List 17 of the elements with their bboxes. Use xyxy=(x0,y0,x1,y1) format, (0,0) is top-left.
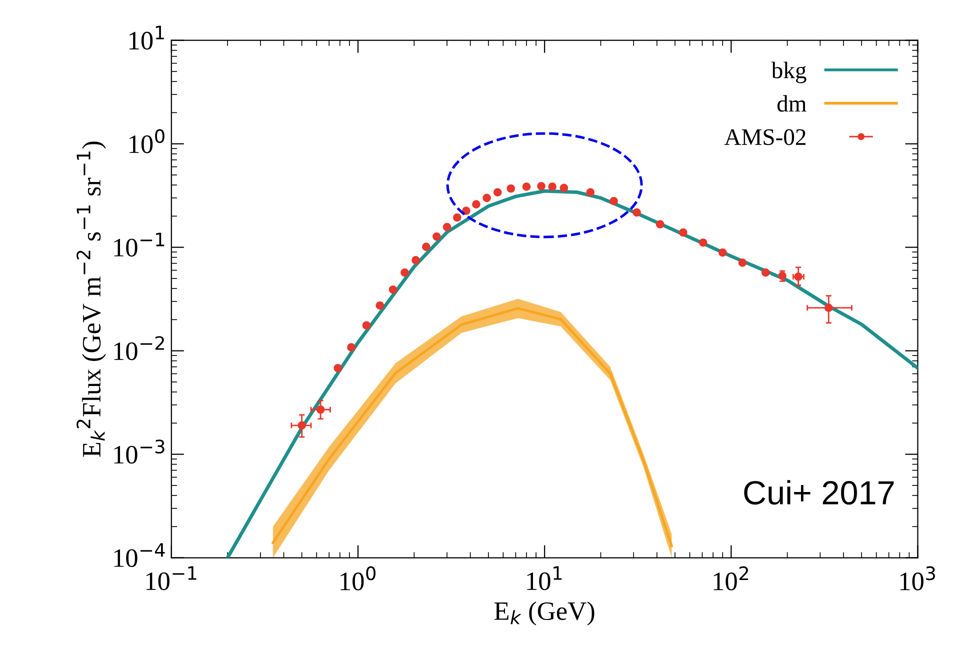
x-tick-label: 10$^{1}$ xyxy=(527,566,562,590)
y-tick-label: 10$^{0}$ xyxy=(130,129,164,154)
text: E$_{k}$$^{2}$Flux (GeV m$^{−2}$ s$^{−1}$ sr$^{−1}$) xyxy=(76,142,106,457)
x-tick-label: 10$^{2}$ xyxy=(714,566,748,590)
x-tick-label: 10$^{3}$ xyxy=(900,566,935,590)
y-tick-label: 10$^{−2}$ xyxy=(114,336,164,360)
legend-label: bkg xyxy=(771,62,806,84)
legend-label: AMS-02 xyxy=(724,129,806,146)
x-tick-label: 10$^{−1}$ xyxy=(146,566,196,590)
x-tick-label: 10$^{0}$ xyxy=(340,566,376,590)
legend-label: dm xyxy=(777,95,806,112)
y-tick-label: 10$^{−4}$ xyxy=(114,543,165,568)
annotation: Cui+ 2017 xyxy=(744,480,894,505)
y-tick-label: 10$^{−3}$ xyxy=(114,440,164,464)
y-tick-label: 10$^{1}$ xyxy=(130,26,164,50)
x-axis-title: E$_{k}$ (GeV) xyxy=(494,601,594,626)
y-tick-label: 10$^{−1}$ xyxy=(114,232,164,257)
